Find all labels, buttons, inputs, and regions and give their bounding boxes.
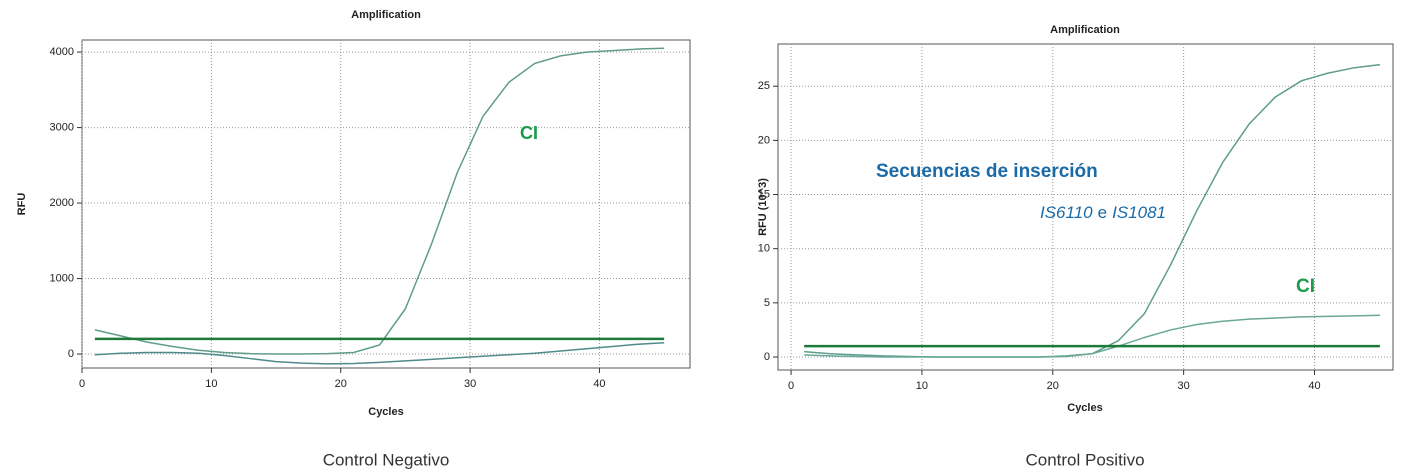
y-tick-label: 20 — [758, 134, 770, 146]
y-tick-label: 0 — [68, 348, 74, 360]
y-tick-label: 15 — [758, 188, 770, 200]
x-tick-label: 40 — [593, 378, 605, 390]
plot-area — [81, 39, 691, 369]
line-series — [94, 47, 665, 355]
line-series — [94, 341, 665, 365]
y-tick-label: 5 — [764, 297, 770, 309]
caption: Control Positivo — [1025, 450, 1144, 469]
annotation-part: e — [1098, 203, 1107, 222]
x-tick-label: 40 — [1308, 380, 1320, 392]
y-tick-label: 1000 — [50, 272, 74, 284]
line-series — [804, 314, 1380, 358]
x-tick-label: 10 — [916, 380, 928, 392]
plot-area — [777, 43, 1394, 371]
caption: Control Negativo — [323, 450, 450, 469]
x-axis-label: Cycles — [1067, 402, 1102, 414]
annotation: CI — [520, 123, 538, 143]
y-tick-label: 4000 — [50, 46, 74, 58]
annotation: IS6110 e IS1081 — [1040, 203, 1166, 222]
y-axis-label: RFU (10^3) — [757, 178, 769, 236]
x-tick-label: 30 — [464, 378, 476, 390]
y-axis-label: RFU — [16, 193, 28, 216]
x-tick-label: 10 — [205, 378, 217, 390]
chart: 0 5 10 15 20 25 0 10 20 30 40 Amplification Cycles RF… — [757, 24, 1394, 469]
y-tick-label: 0 — [764, 351, 770, 363]
y-tick-label: 25 — [758, 80, 770, 92]
y-tick-label: 3000 — [50, 121, 74, 133]
x-tick-label: 20 — [1047, 380, 1059, 392]
x-tick-label: 30 — [1178, 380, 1190, 392]
annotation: CI — [1296, 276, 1315, 297]
annotation: Secuencias de inserción — [876, 161, 1098, 182]
x-tick-label: 0 — [788, 380, 794, 392]
chart-title: Amplification — [351, 9, 421, 21]
x-axis-label: Cycles — [368, 406, 403, 418]
x-tick-label: 0 — [79, 378, 85, 390]
x-tick-label: 20 — [335, 378, 347, 390]
y-tick-label: 10 — [758, 243, 770, 255]
chart-title: Amplification — [1050, 24, 1120, 36]
y-tick-label: 2000 — [50, 197, 74, 209]
chart: 0 1000 2000 3000 4000 0 10 20 30 40 Amplification C… — [16, 9, 691, 469]
annotation-part: IS1081 — [1112, 203, 1166, 222]
annotation-part: IS6110 — [1040, 203, 1093, 222]
